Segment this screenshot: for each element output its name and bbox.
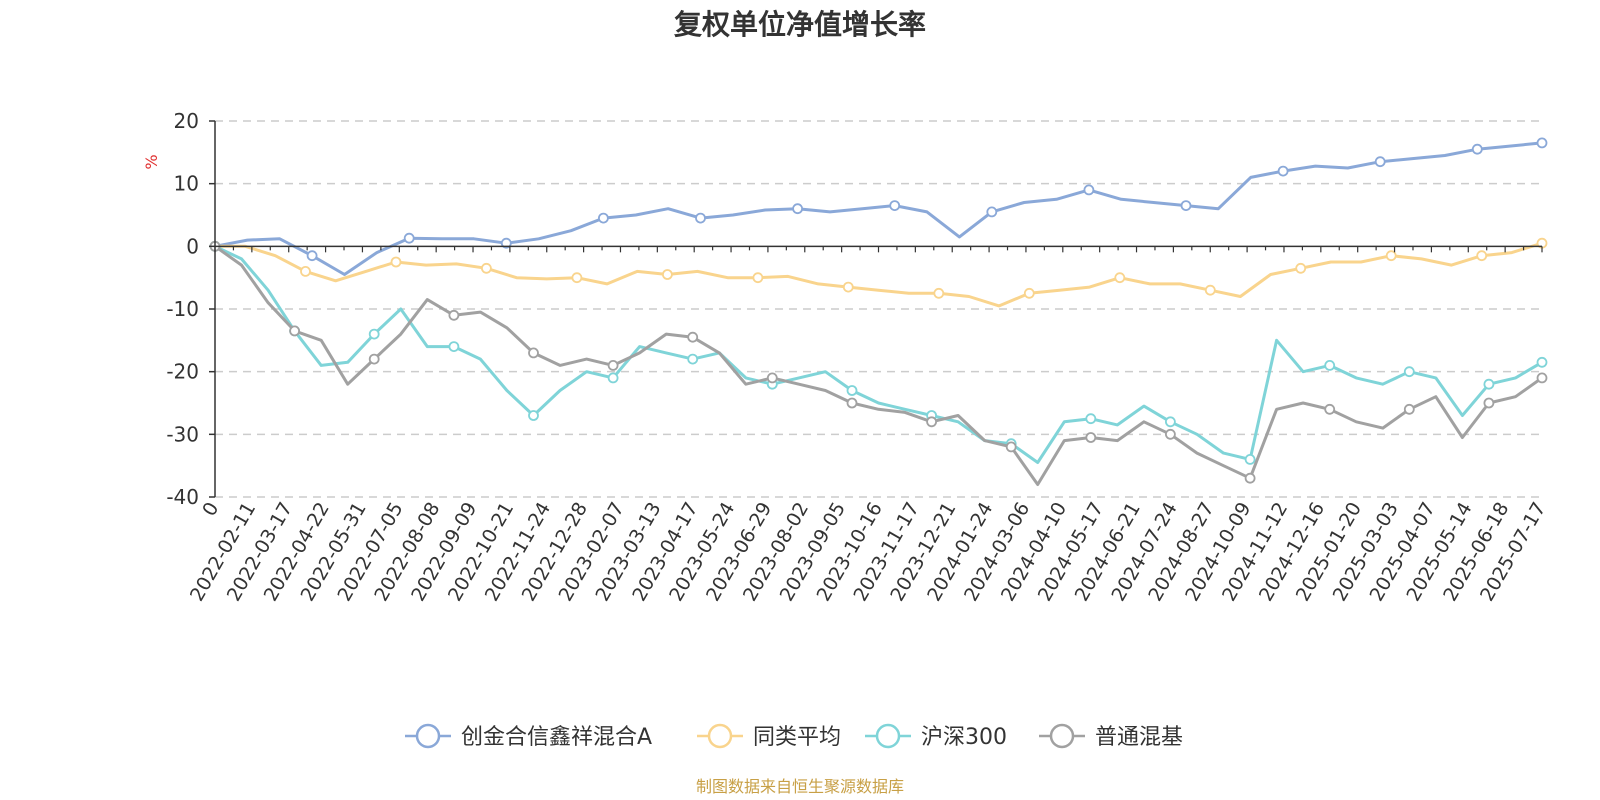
series-point bbox=[1374, 156, 1386, 168]
y-tick-label: 20 bbox=[174, 109, 199, 133]
legend-label: 沪深300 bbox=[921, 725, 1007, 750]
series-point bbox=[695, 212, 706, 224]
series-point bbox=[1403, 403, 1415, 415]
series-point bbox=[752, 272, 764, 284]
series-point bbox=[480, 262, 492, 274]
series-point bbox=[1536, 356, 1548, 368]
series-point bbox=[1385, 250, 1397, 262]
series-point bbox=[368, 328, 380, 340]
series-point bbox=[300, 265, 311, 277]
series-point bbox=[842, 281, 854, 293]
series-point bbox=[1483, 397, 1495, 409]
y-axis-unit-label: % bbox=[142, 154, 161, 169]
series-point bbox=[1085, 432, 1097, 443]
series-point bbox=[1023, 287, 1035, 299]
legend-label: 创金合信鑫祥混合A bbox=[461, 725, 652, 750]
data-source-note: 制图数据来自恒生聚源数据库 bbox=[696, 777, 904, 796]
series-point bbox=[1114, 272, 1126, 284]
y-tick-label: -10 bbox=[166, 297, 199, 321]
series-point bbox=[1165, 416, 1176, 428]
y-tick-label: -30 bbox=[166, 422, 199, 446]
legend-label: 普通混基 bbox=[1095, 725, 1183, 750]
legend-item: 同类平均 bbox=[697, 723, 841, 750]
series-point bbox=[448, 309, 460, 321]
series-point bbox=[1324, 403, 1336, 415]
series-point bbox=[1295, 262, 1307, 274]
series-point bbox=[448, 341, 460, 353]
series-point bbox=[1277, 165, 1289, 177]
y-tick-label: 0 bbox=[186, 234, 199, 258]
series-point bbox=[528, 410, 539, 421]
series-point bbox=[1083, 184, 1095, 196]
series-point bbox=[1165, 428, 1176, 440]
series-point bbox=[933, 287, 945, 299]
series-point bbox=[1244, 453, 1256, 465]
legend-item: 创金合信鑫祥混合A bbox=[405, 723, 652, 750]
y-tick-label: 10 bbox=[174, 172, 199, 196]
series-point bbox=[607, 359, 619, 371]
legend-circle-icon bbox=[875, 723, 901, 749]
series-point bbox=[1005, 441, 1017, 453]
chart-title: 复权单位净值增长率 bbox=[674, 8, 926, 41]
series-lines bbox=[209, 137, 1548, 486]
legend: 创金合信鑫祥混合A 同类平均 沪深300 普通混基 bbox=[405, 723, 1183, 750]
series-point bbox=[1536, 137, 1548, 149]
y-tick-label: -40 bbox=[166, 485, 199, 509]
series-point bbox=[1324, 359, 1336, 371]
series-point bbox=[607, 372, 619, 384]
series-point bbox=[598, 212, 609, 224]
series-point bbox=[687, 331, 699, 343]
series-point bbox=[889, 200, 901, 212]
series-point bbox=[306, 250, 318, 262]
series-point bbox=[1204, 284, 1216, 296]
series-line bbox=[214, 245, 1543, 486]
series-point bbox=[1483, 378, 1495, 390]
series-point bbox=[1536, 372, 1548, 384]
series-point bbox=[846, 397, 858, 409]
series-line bbox=[214, 244, 1543, 464]
series-point bbox=[926, 416, 937, 428]
series-point bbox=[1476, 250, 1488, 262]
x-tick-label: 0 bbox=[198, 499, 223, 520]
series-point bbox=[289, 325, 301, 337]
legend-label: 同类平均 bbox=[753, 725, 841, 750]
legend-circle-icon bbox=[415, 723, 441, 749]
series-point bbox=[846, 385, 858, 396]
grid-lines bbox=[215, 120, 1542, 498]
series-point bbox=[792, 203, 803, 215]
series-point bbox=[1180, 200, 1192, 212]
series-point bbox=[528, 347, 539, 359]
series-line bbox=[214, 141, 1543, 276]
series-point bbox=[571, 272, 583, 284]
series-point bbox=[1471, 143, 1483, 155]
series-line bbox=[215, 241, 1543, 308]
legend-circle-icon bbox=[1049, 723, 1075, 749]
series-point bbox=[766, 372, 778, 384]
series-point bbox=[1403, 366, 1415, 378]
series-point bbox=[662, 269, 673, 280]
series-point bbox=[986, 206, 998, 218]
series-point bbox=[687, 353, 699, 365]
series-point bbox=[403, 232, 415, 244]
series-point bbox=[368, 353, 380, 365]
series-point bbox=[1244, 472, 1256, 484]
y-tick-label: -20 bbox=[166, 360, 199, 384]
series-point bbox=[390, 256, 402, 268]
legend-circle-icon bbox=[707, 723, 733, 749]
legend-item: 沪深300 bbox=[865, 723, 1007, 750]
series-point bbox=[500, 237, 512, 249]
series-point bbox=[1085, 413, 1097, 425]
legend-item: 普通混基 bbox=[1039, 723, 1183, 750]
